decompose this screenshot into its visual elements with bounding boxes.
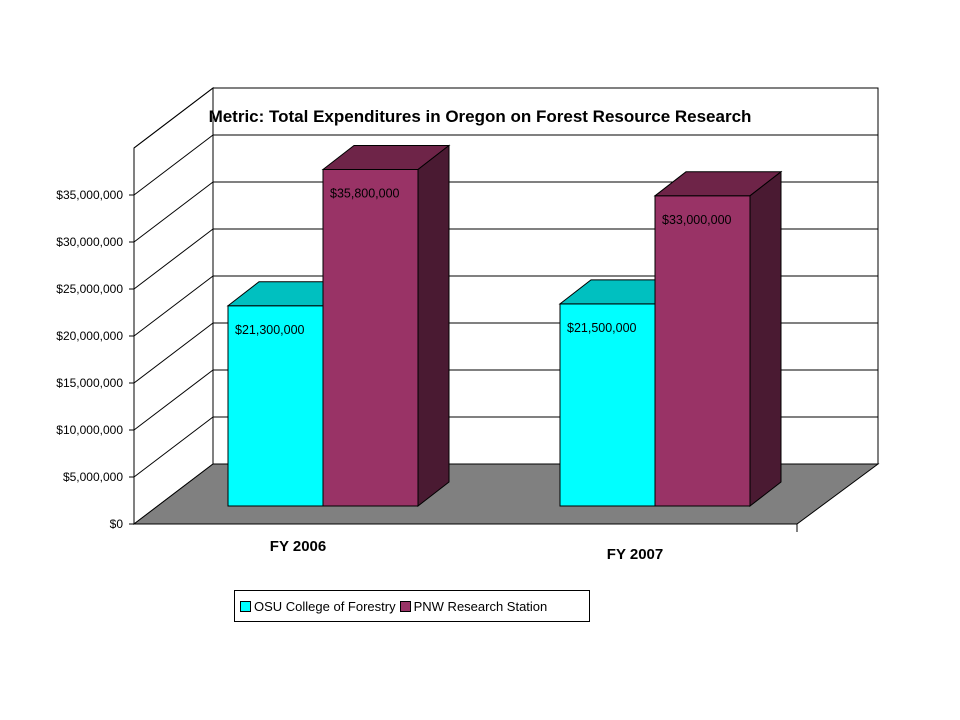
x-tick-label: FY 2007 — [607, 546, 663, 563]
gridline-side — [133, 416, 214, 478]
legend-label-pnw: PNW Research Station — [413, 598, 548, 614]
legend-item-pnw: PNW Research Station — [399, 598, 548, 614]
y-tick-label: $30,000,000 — [56, 235, 123, 249]
legend: OSU College of Forestry PNW Research Sta… — [234, 590, 590, 622]
gridline-side — [133, 134, 214, 196]
x-axis-ticks: FY 2006 FY 2007 — [270, 538, 663, 563]
x-tick-label: FY 2006 — [270, 538, 326, 555]
gridline-side — [133, 181, 214, 243]
legend-item-osu: OSU College of Forestry — [240, 599, 396, 614]
data-labels: $21,300,000 $35,800,000 $21,500,000 $33,000… — [235, 186, 732, 336]
y-tick-label: $25,000,000 — [56, 282, 123, 296]
y-tick-label: $5,000,000 — [63, 470, 123, 484]
bar-front — [654, 195, 751, 507]
bars — [226, 144, 783, 508]
gridline-side — [133, 369, 214, 431]
legend-swatch-pnw — [399, 600, 411, 612]
gridline-side — [133, 322, 214, 384]
y-tick-label: $0 — [110, 517, 124, 531]
data-label: $21,500,000 — [567, 321, 637, 335]
y-tick-label: $20,000,000 — [56, 329, 123, 343]
bar-front — [559, 303, 656, 507]
bar-side — [749, 170, 782, 508]
y-tick-label: $35,000,000 — [56, 188, 123, 202]
data-label: $35,800,000 — [330, 186, 400, 200]
data-label: $33,000,000 — [662, 213, 732, 227]
bar-front — [227, 305, 324, 507]
y-tick-label: $10,000,000 — [56, 423, 123, 437]
legend-label-osu: OSU College of Forestry — [254, 598, 396, 614]
gridline-side — [133, 228, 214, 290]
bar-front — [322, 168, 419, 507]
y-tick-label: $15,000,000 — [56, 376, 123, 390]
gridline-side — [133, 275, 214, 337]
chart-title: Metric: Total Expenditures in Oregon on … — [208, 107, 752, 126]
data-label: $21,300,000 — [235, 323, 305, 337]
bar-side — [417, 144, 450, 508]
y-axis-ticks: $0 $5,000,000 $10,000,000 $15,000,000 $20,00… — [56, 188, 134, 531]
legend-swatch-osu — [240, 600, 251, 612]
gridline-side — [133, 87, 214, 149]
